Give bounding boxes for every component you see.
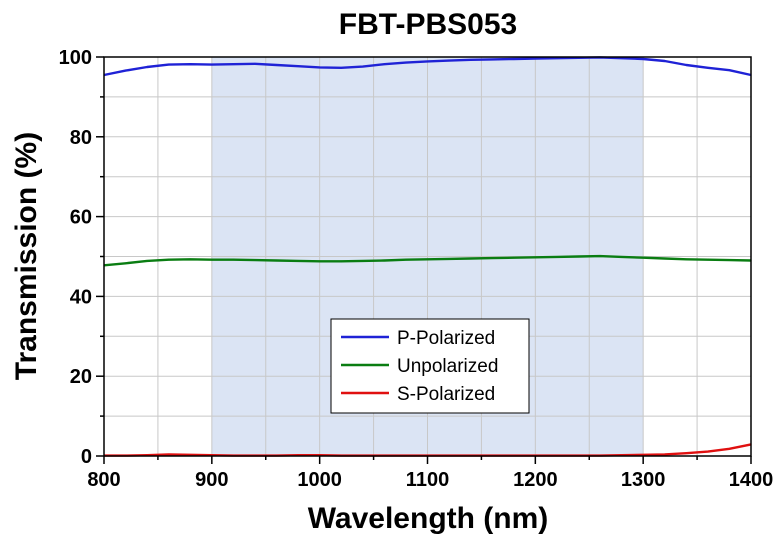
data-point-p-polarized	[254, 63, 256, 65]
x-tick-label: 800	[87, 469, 120, 491]
data-point-unpolarized	[146, 260, 148, 262]
x-tick-label: 900	[195, 469, 228, 491]
data-point-unpolarized	[728, 259, 731, 261]
data-point-unpolarized	[362, 260, 364, 262]
data-point-s-polarized	[707, 451, 709, 453]
x-tick-label: 1300	[621, 469, 666, 491]
data-point-unpolarized	[297, 260, 299, 262]
y-tick-label: 100	[59, 47, 92, 69]
data-point-unpolarized	[491, 257, 493, 259]
data-point-p-polarized	[275, 64, 278, 66]
data-point-unpolarized	[599, 255, 601, 257]
y-tick-label: 80	[70, 127, 92, 149]
data-point-s-polarized	[685, 452, 687, 454]
data-point-p-polarized	[146, 66, 148, 68]
data-point-s-polarized	[168, 453, 170, 456]
data-point-s-polarized	[728, 448, 731, 450]
y-axis-label: Transmission (%)	[10, 132, 43, 380]
data-point-p-polarized	[168, 63, 170, 66]
data-point-unpolarized	[513, 257, 515, 259]
data-point-unpolarized	[168, 259, 170, 261]
data-point-p-polarized	[426, 60, 429, 62]
data-point-p-polarized	[470, 59, 472, 61]
x-tick-label: 1400	[729, 469, 774, 491]
data-point-unpolarized	[470, 257, 472, 260]
data-point-unpolarized	[340, 260, 342, 262]
data-point-p-polarized	[513, 58, 515, 60]
data-point-unpolarized	[556, 256, 558, 258]
data-point-p-polarized	[124, 69, 127, 72]
data-point-unpolarized	[621, 256, 623, 258]
data-point-unpolarized	[124, 262, 127, 264]
tick-label-layer: 800 900 1000 1100 1200 1300 1400 0 20 40 60 80 100	[59, 47, 774, 491]
data-point-p-polarized	[189, 63, 191, 65]
data-point-unpolarized	[577, 255, 580, 258]
data-point-unpolarized	[405, 259, 407, 261]
data-point-unpolarized	[254, 259, 256, 261]
chart-title: FBT-PBS053	[339, 8, 517, 41]
y-tick-label: 60	[70, 207, 92, 229]
data-point-unpolarized	[211, 259, 213, 261]
data-point-p-polarized	[642, 58, 644, 60]
data-point-p-polarized	[556, 57, 558, 59]
data-point-p-polarized	[362, 65, 364, 68]
data-point-unpolarized	[275, 259, 278, 262]
axis-layer	[96, 56, 752, 464]
data-point-unpolarized	[707, 259, 709, 261]
data-point-s-polarized	[189, 454, 191, 456]
y-tick-label: 40	[70, 286, 92, 308]
data-point-p-polarized	[491, 58, 493, 60]
legend-label-unpolarized: Unpolarized	[397, 356, 498, 377]
data-point-p-polarized	[405, 61, 407, 64]
data-point-p-polarized	[664, 60, 666, 62]
data-point-unpolarized	[319, 260, 321, 262]
data-point-p-polarized	[340, 67, 342, 69]
x-tick-label: 1200	[513, 469, 558, 491]
data-point-unpolarized	[534, 256, 536, 258]
data-point-unpolarized	[232, 259, 234, 261]
data-point-p-polarized	[211, 63, 213, 66]
data-point-p-polarized	[621, 57, 623, 59]
data-point-unpolarized	[189, 258, 191, 260]
data-point-p-polarized	[685, 64, 687, 66]
data-point-unpolarized	[664, 257, 666, 260]
data-point-p-polarized	[297, 65, 299, 67]
data-point-unpolarized	[642, 257, 644, 259]
data-point-unpolarized	[426, 258, 429, 260]
data-point-p-polarized	[448, 59, 450, 62]
data-point-unpolarized	[448, 258, 450, 260]
data-point-s-polarized	[642, 454, 644, 456]
legend-label-s-polarized: S-Polarized	[397, 384, 495, 405]
data-point-p-polarized	[707, 67, 709, 69]
y-tick-label: 20	[70, 366, 92, 388]
data-point-s-polarized	[664, 453, 666, 456]
data-point-unpolarized	[685, 258, 687, 260]
y-tick-label: 0	[81, 446, 92, 468]
data-point-p-polarized	[232, 63, 234, 65]
data-point-p-polarized	[728, 69, 731, 71]
x-tick-label: 1000	[297, 469, 342, 491]
legend-label-p-polarized: P-Polarized	[397, 328, 495, 349]
legend: P-Polarized Unpolarized S-Polarized	[330, 318, 530, 414]
data-point-p-polarized	[383, 63, 385, 65]
data-point-p-polarized	[319, 66, 321, 68]
x-tick-label: 1100	[406, 469, 449, 491]
x-axis-label: Wavelength (nm)	[308, 502, 549, 535]
data-point-p-polarized	[534, 57, 536, 60]
data-point-unpolarized	[383, 259, 385, 262]
